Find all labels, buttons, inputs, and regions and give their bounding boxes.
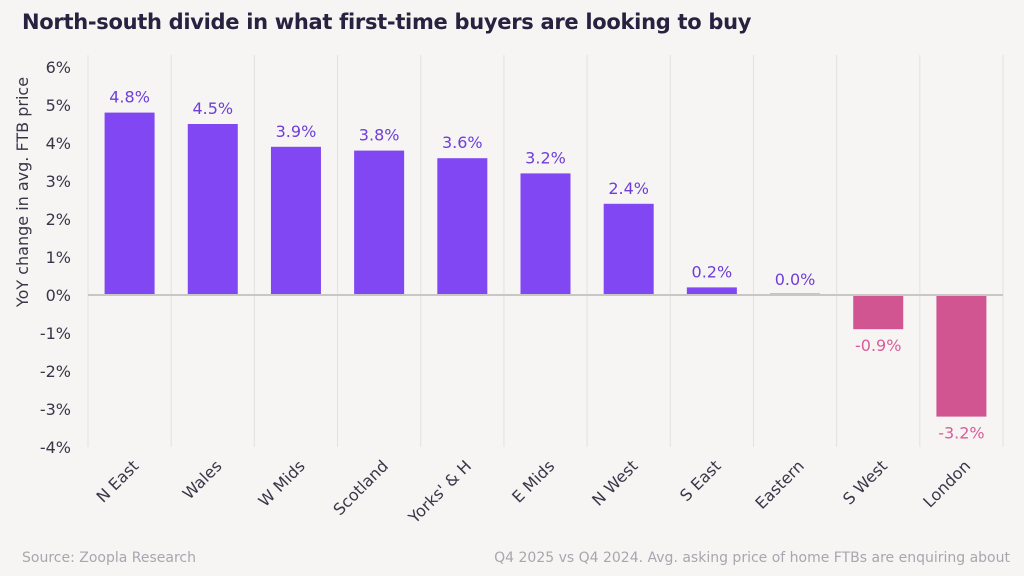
y-tick-label: -2% [40, 362, 71, 381]
y-tick-label: -4% [40, 438, 71, 457]
x-tick-label: N West [588, 456, 641, 509]
y-tick-label: 4% [46, 134, 71, 153]
y-tick-label: 6% [46, 58, 71, 77]
bar [104, 112, 155, 295]
chart-title: North-south divide in what first-time bu… [22, 10, 752, 34]
data-label: 2.4% [608, 179, 649, 198]
data-label: 4.5% [192, 99, 233, 118]
bar [603, 203, 654, 295]
y-tick-label: 1% [46, 248, 71, 267]
data-label: -3.2% [938, 424, 984, 443]
x-tick-label: London [919, 456, 974, 511]
x-tick-label: N East [93, 456, 143, 506]
data-label: 3.9% [276, 122, 317, 141]
y-tick-label: -1% [40, 324, 71, 343]
bar [437, 158, 488, 295]
bar [936, 295, 987, 417]
bar [187, 124, 238, 295]
x-tick-label: S East [676, 456, 725, 505]
y-tick-label: 3% [46, 172, 71, 191]
x-tick-label: Wales [179, 456, 226, 503]
y-tick-label: -3% [40, 400, 71, 419]
bar [354, 150, 405, 295]
y-tick-label: 0% [46, 286, 71, 305]
data-label: 0.2% [692, 262, 733, 281]
x-tick-label: Eastern [751, 456, 807, 512]
data-label: 0.0% [775, 270, 816, 289]
x-tick-label: S West [839, 456, 891, 508]
y-tick-label: 5% [46, 96, 71, 115]
x-tick-label: Yorks' & H [404, 456, 475, 527]
bar [686, 287, 737, 295]
x-tick-label: W Mids [255, 456, 309, 510]
y-tick-label: 2% [46, 210, 71, 229]
bar [520, 173, 571, 295]
bar [853, 295, 904, 330]
data-label: 4.8% [109, 88, 150, 107]
y-axis-label: YoY change in avg. FTB price [13, 77, 32, 308]
source-note: Source: Zoopla Research [22, 550, 196, 566]
data-label: 3.8% [359, 126, 400, 145]
data-label: 3.2% [525, 148, 566, 167]
footnote: Q4 2025 vs Q4 2024. Avg. asking price of… [494, 550, 1010, 566]
bar [270, 146, 321, 295]
data-label: -0.9% [855, 336, 901, 355]
data-label: 3.6% [442, 133, 483, 152]
x-tick-label: E Mids [508, 456, 558, 506]
x-tick-label: Scotland [329, 456, 392, 519]
